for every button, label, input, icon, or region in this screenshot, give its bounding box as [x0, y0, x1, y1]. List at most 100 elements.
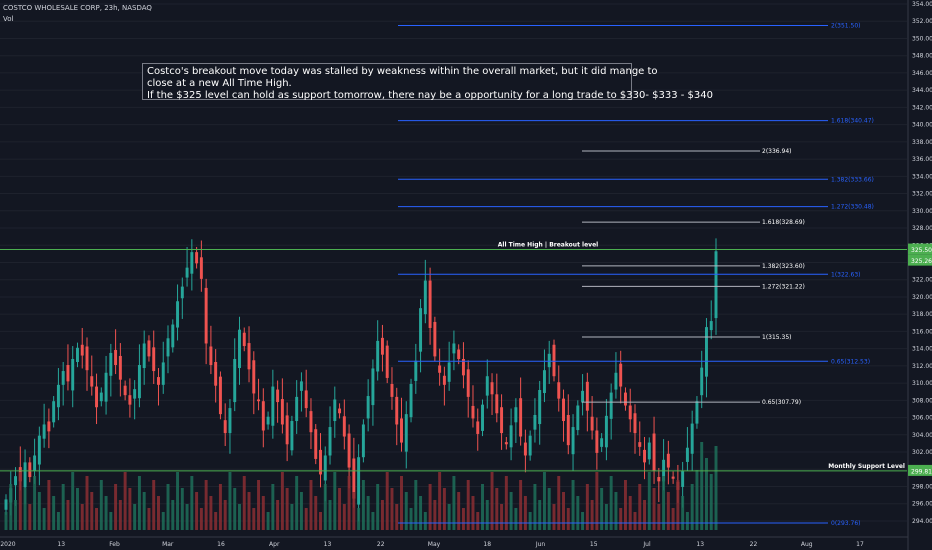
- volume-bar: [585, 484, 589, 530]
- candle-body: [390, 383, 394, 397]
- volume-label[interactable]: Vol: [3, 15, 14, 23]
- volume-bar: [152, 480, 156, 530]
- candle-body: [66, 365, 70, 382]
- volume-bar: [380, 500, 384, 530]
- volume-bar: [419, 496, 423, 530]
- candle-body: [442, 375, 446, 385]
- volume-bar: [314, 496, 318, 530]
- y-tick-label: 308.00: [912, 397, 932, 404]
- y-tick-label: 318.00: [912, 311, 932, 318]
- symbol-title[interactable]: COSTCO WHOLESALE CORP, 23h, NASDAQ: [3, 4, 152, 12]
- y-tick-label: 338.00: [912, 139, 932, 146]
- volume-bar: [371, 512, 375, 530]
- y-tick-label: 330.00: [912, 208, 932, 215]
- candle-body: [576, 405, 580, 431]
- y-tick-label: 320.00: [912, 294, 932, 301]
- volume-bar: [409, 508, 413, 530]
- candle-body: [228, 408, 232, 434]
- y-tick-label: 302.00: [912, 449, 932, 456]
- y-tick-label: 350.00: [912, 35, 932, 42]
- volume-bar: [80, 504, 84, 530]
- candle-body: [195, 252, 199, 264]
- volume-bar: [461, 508, 465, 530]
- candle-body: [623, 392, 627, 406]
- volume-bar: [85, 476, 89, 530]
- candle-body: [490, 382, 494, 395]
- candle-body: [109, 352, 113, 376]
- y-tick-label: 340.00: [912, 122, 932, 129]
- candle-body: [523, 442, 527, 456]
- volume-bar: [361, 480, 365, 530]
- volume-bar: [504, 476, 508, 530]
- volume-bar: [690, 484, 694, 530]
- candle-body: [614, 372, 618, 390]
- volume-bar: [238, 504, 241, 530]
- fib-level-label: 2(336.94): [762, 148, 792, 155]
- y-tick-label: 354.00: [912, 1, 932, 8]
- candle-body: [409, 383, 413, 418]
- candle-body: [571, 427, 575, 455]
- candle-body: [171, 324, 175, 348]
- candle-body: [681, 470, 685, 487]
- candle-body: [280, 399, 284, 425]
- volume-bar: [23, 488, 27, 530]
- candle-body: [457, 349, 461, 359]
- volume-bar: [609, 476, 613, 530]
- volume-bar: [9, 484, 13, 530]
- volume-bar: [61, 484, 65, 530]
- volume-bar: [190, 476, 194, 530]
- volume-bar: [685, 512, 689, 530]
- candle-body: [519, 398, 523, 437]
- fib-level-label: 1.382(333.66): [831, 176, 874, 183]
- candle-body: [657, 477, 661, 482]
- candle-body: [37, 435, 41, 465]
- candle-body: [376, 340, 380, 372]
- volume-bar: [376, 484, 380, 530]
- volume-bar: [4, 512, 8, 530]
- annotation-line-2: close at a new All Time High.: [147, 78, 292, 89]
- annotation-box[interactable]: Costco's breakout move today was stalled…: [142, 63, 713, 101]
- candle-body: [414, 360, 418, 381]
- x-tick-label: 13: [696, 541, 704, 548]
- volume-bar: [704, 458, 708, 530]
- candle-body: [28, 462, 32, 478]
- y-tick-label: 298.00: [912, 484, 932, 491]
- candle-body: [128, 395, 132, 405]
- volume-bar: [638, 484, 642, 530]
- volume-bar: [290, 504, 294, 530]
- axis-price-tag-text: 299.81: [911, 468, 932, 475]
- candle-body: [71, 358, 75, 391]
- candle-body: [342, 416, 346, 437]
- candle-body: [361, 424, 365, 458]
- candle-body: [647, 442, 651, 460]
- fib-level-label: 1.618(340.47): [831, 118, 874, 125]
- candle-body: [500, 407, 504, 434]
- volume-bar: [14, 500, 18, 530]
- y-tick-label: 314.00: [912, 346, 932, 353]
- candle-body: [452, 343, 456, 354]
- x-tick-label: 22: [377, 541, 385, 548]
- candle-body: [566, 414, 570, 446]
- candle-body: [199, 257, 203, 279]
- candle-body: [161, 362, 165, 385]
- candle-body: [671, 476, 675, 479]
- candle-body: [357, 457, 361, 505]
- fib-level-label: 1.272(330.48): [831, 204, 874, 211]
- x-tick-label: 16: [217, 541, 225, 548]
- volume-bar: [352, 492, 356, 530]
- candle-body: [95, 386, 99, 408]
- candle-body: [385, 345, 389, 378]
- volume-bar: [552, 504, 556, 530]
- volume-bar: [123, 472, 127, 530]
- volume-bar: [485, 500, 489, 530]
- candle-body: [4, 499, 8, 510]
- candle-body: [204, 287, 208, 344]
- candle-body: [176, 301, 180, 328]
- volume-bar: [709, 474, 713, 530]
- volume-bar: [214, 512, 218, 530]
- candle-body: [238, 329, 241, 369]
- candle-body: [214, 362, 218, 386]
- candle-body: [352, 458, 356, 499]
- candle-body: [371, 368, 375, 406]
- volume-bar: [285, 488, 289, 530]
